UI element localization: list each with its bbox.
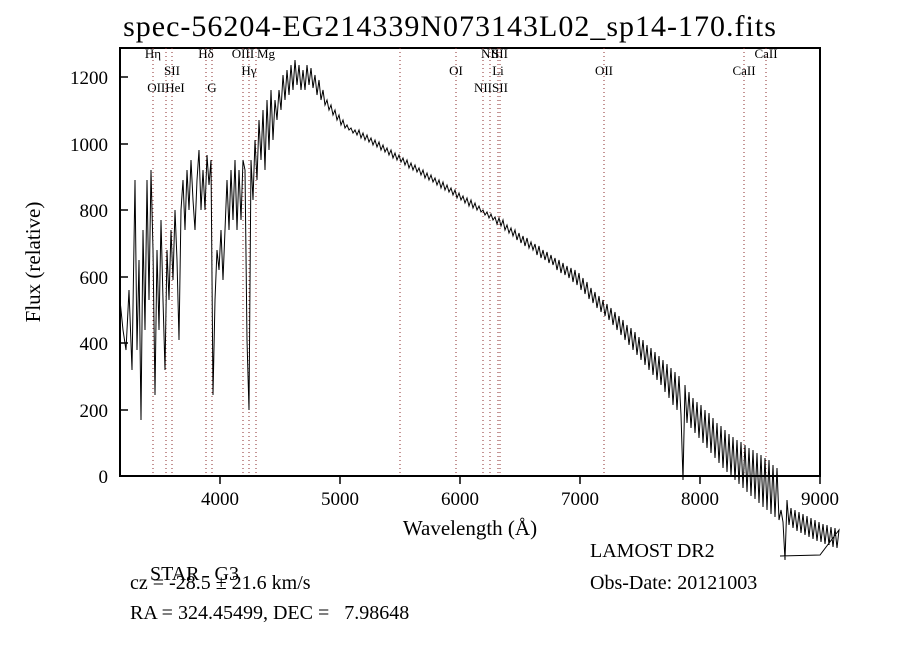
survey-label: LAMOST DR2 <box>590 540 715 563</box>
xtick-5000: 5000 <box>321 489 359 510</box>
y-tick-labels: 0 200 400 600 800 1000 1200 <box>70 68 108 488</box>
y-axis-ticks <box>120 77 128 476</box>
velocity-label: cz = -28.5 ± 21.6 km/s <box>130 572 311 595</box>
label-Hgamma: Hγ <box>241 63 256 78</box>
label-SII-3: SII <box>492 80 508 95</box>
plot-frame <box>120 48 820 476</box>
label-Heta: Hη <box>145 46 161 61</box>
xtick-4000: 4000 <box>201 489 239 510</box>
ytick-1000: 1000 <box>70 135 108 156</box>
x-axis-label: Wavelength (Å) <box>403 516 537 540</box>
label-SII-2: SII <box>164 63 180 78</box>
label-OIII: OIII <box>232 46 254 61</box>
spectrum-curve <box>120 60 839 560</box>
ytick-400: 400 <box>80 334 109 355</box>
ytick-600: 600 <box>80 268 109 289</box>
label-OI: OI <box>449 63 463 78</box>
spectral-line-labels: Hη Hδ OIII Mg NII SII CaII SII Hγ OI Li … <box>145 46 778 95</box>
label-G: G <box>207 80 216 95</box>
label-Li: Li <box>492 63 504 78</box>
coordinates-label: RA = 324.45499, DEC = 7.98648 <box>130 602 409 625</box>
x-axis-ticks <box>220 476 820 484</box>
xtick-9000: 9000 <box>801 489 839 510</box>
label-CaII-1: CaII <box>754 46 777 61</box>
label-OII: OII <box>595 63 613 78</box>
label-CaII-2: CaII <box>732 63 755 78</box>
xtick-7000: 7000 <box>561 489 599 510</box>
label-Hdelta: Hδ <box>198 46 214 61</box>
xtick-8000: 8000 <box>681 489 719 510</box>
spectrum-viewer: spec-56204-EG214339N073143L02_sp14-170.f… <box>0 0 900 650</box>
obs-date-label: Obs-Date: 20121003 <box>590 572 757 595</box>
xtick-6000: 6000 <box>441 489 479 510</box>
x-tick-labels: 4000 5000 6000 7000 8000 9000 <box>201 489 839 510</box>
label-Mg: Mg <box>257 46 276 61</box>
ytick-800: 800 <box>80 201 109 222</box>
ytick-200: 200 <box>80 401 109 422</box>
label-OIIHeI: OIIHeI <box>147 80 185 95</box>
ytick-0: 0 <box>99 467 109 488</box>
ytick-1200: 1200 <box>70 68 108 89</box>
spectral-line-guides <box>153 48 766 476</box>
y-axis-label: Flux (relative) <box>21 202 45 323</box>
label-SII-1: SII <box>492 46 508 61</box>
label-NII-2: NII <box>474 80 492 95</box>
